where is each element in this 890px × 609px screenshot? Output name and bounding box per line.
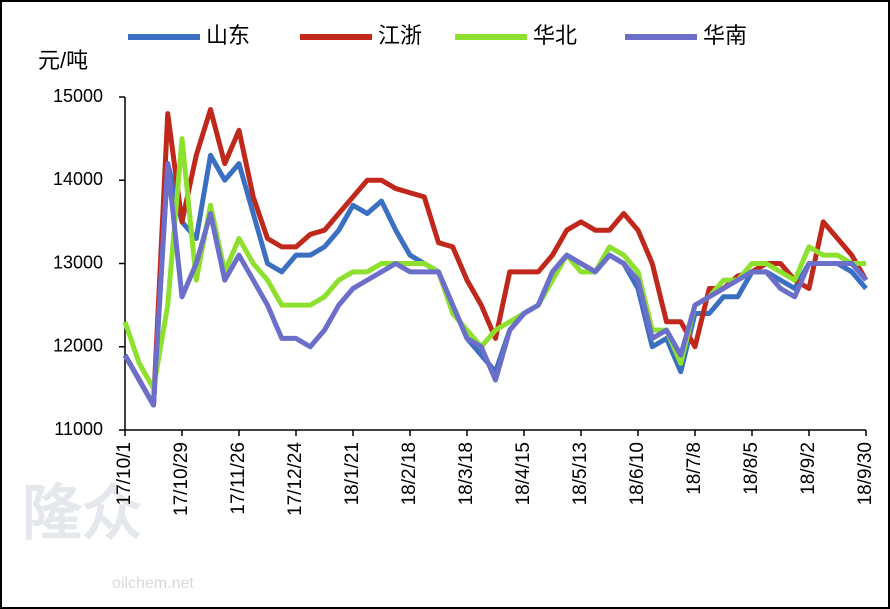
x-tick-label: 17/11/26 <box>228 442 249 515</box>
x-tick-label: 18/5/13 <box>570 442 591 505</box>
watermark-url: oilchem.net <box>112 575 194 592</box>
y-axis-label: 元/吨 <box>38 48 88 73</box>
x-tick-label: 18/6/10 <box>627 442 648 505</box>
x-tick-label: 17/10/29 <box>171 442 192 516</box>
legend-label: 华南 <box>703 23 747 48</box>
y-tick-label: 11000 <box>54 419 103 439</box>
legend-label: 山东 <box>206 23 250 48</box>
x-tick-label: 18/7/8 <box>684 442 705 495</box>
x-tick-label: 18/4/15 <box>513 442 534 505</box>
x-tick-label: 17/12/24 <box>285 442 306 516</box>
y-tick-label: 12000 <box>53 336 103 356</box>
legend-label: 江浙 <box>378 23 422 48</box>
x-tick-label: 18/1/21 <box>342 442 363 505</box>
x-tick-label: 18/8/5 <box>741 442 762 495</box>
x-tick-label: 18/9/2 <box>798 442 819 495</box>
x-tick-label: 18/2/18 <box>399 442 420 505</box>
y-tick-label: 13000 <box>53 252 103 272</box>
x-tick-label: 18/9/30 <box>855 442 876 505</box>
series-line <box>122 161 868 408</box>
x-tick-label: 17/10/1 <box>114 442 135 505</box>
watermark-logo: 隆众 <box>22 480 142 547</box>
y-tick-label: 14000 <box>53 169 103 189</box>
y-tick-label: 15000 <box>53 86 103 106</box>
x-tick-label: 18/3/18 <box>456 442 477 505</box>
legend-label: 华北 <box>533 23 577 48</box>
